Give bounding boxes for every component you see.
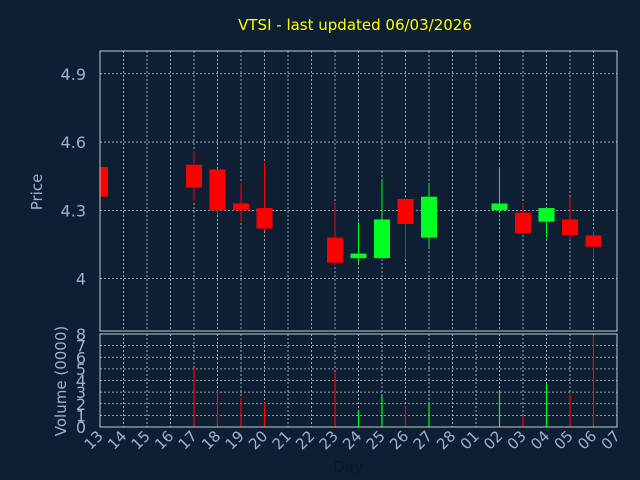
x-tick-label: 25	[363, 427, 389, 453]
volume-y-axis-label: Volume (0000)	[52, 326, 70, 436]
candle-body	[186, 164, 202, 188]
candle-body	[374, 219, 390, 259]
x-tick-label: 20	[245, 427, 271, 453]
volume-plot-frame	[99, 333, 618, 428]
candle	[585, 230, 602, 259]
candle-body	[491, 203, 508, 211]
price-y-tick-label: 4.9	[61, 65, 86, 84]
volume-y-tick-label: 2	[76, 395, 86, 414]
x-tick-label: 16	[151, 427, 177, 453]
price-y-tick-label: 4	[76, 270, 86, 289]
x-tick-label: 03	[504, 427, 530, 453]
x-tick-label: 24	[339, 427, 365, 453]
candle	[397, 198, 414, 259]
volume-y-tick-label: 4	[76, 372, 86, 391]
x-tick-label: 17	[175, 427, 201, 453]
candle-body	[209, 169, 226, 211]
volume-y-tick-label: 3	[76, 383, 86, 402]
candle-body	[100, 167, 108, 197]
x-tick-label: 27	[410, 427, 436, 453]
volume-y-tick-label: 0	[76, 418, 86, 437]
x-tick-label: 02	[480, 427, 506, 453]
x-tick-label: 01	[457, 427, 483, 453]
candle	[374, 178, 390, 259]
volume-y-tick-label: 8	[76, 325, 86, 344]
candle-body	[397, 198, 414, 225]
candle-body	[256, 208, 273, 229]
x-tick-label: 04	[527, 427, 553, 453]
x-tick-label: 07	[598, 427, 624, 453]
candle	[209, 169, 226, 215]
volume-y-tick-label: 5	[76, 360, 86, 379]
price-candles	[99, 151, 602, 265]
price-gridlines	[99, 51, 618, 331]
candle	[327, 203, 343, 265]
x-tick-label: 26	[386, 427, 412, 453]
candle-body	[585, 235, 602, 247]
candle-body	[233, 203, 249, 211]
volume-y-tick-label: 7	[76, 337, 86, 356]
price-panel: 4 4.3 4.6 4.9 Price	[28, 50, 618, 332]
candle-body	[515, 212, 531, 234]
price-y-tick-label: 4.3	[61, 201, 86, 220]
x-tick-label: 22	[292, 427, 318, 453]
candle	[491, 167, 508, 213]
price-plot-frame	[99, 50, 618, 332]
x-tick-label: 14	[104, 427, 130, 453]
volume-y-tick-label: 1	[76, 406, 86, 425]
candle	[515, 203, 531, 234]
x-tick-label: 15	[128, 427, 154, 453]
candle	[256, 162, 273, 231]
candle	[421, 185, 437, 247]
candle	[99, 167, 108, 197]
price-y-ticks: 4 4.3 4.6 4.9	[61, 65, 86, 289]
x-axis-label: Day	[333, 458, 363, 476]
x-tick-label: 21	[269, 427, 295, 453]
x-tick-label: 05	[551, 427, 577, 453]
x-axis-ticks: 1314151617181920212223242526272801020304…	[81, 427, 624, 453]
candle-body	[421, 196, 437, 238]
volume-bars	[99, 335, 595, 427]
candle-body	[350, 253, 367, 259]
candle-body	[562, 219, 578, 236]
x-tick-label: 23	[316, 427, 342, 453]
x-tick-label: 28	[433, 427, 459, 453]
candle	[233, 183, 249, 222]
chart-title: VTSI - last updated 06/03/2026	[238, 16, 472, 34]
candle-body	[327, 237, 343, 263]
price-y-tick-label: 4.6	[61, 133, 86, 152]
candle	[186, 151, 202, 202]
volume-y-tick-label: 6	[76, 348, 86, 367]
price-y-axis-label: Price	[28, 174, 46, 211]
candle	[538, 208, 555, 238]
x-tick-label: 18	[198, 427, 224, 453]
candle	[562, 196, 578, 240]
candle-body	[538, 208, 555, 222]
x-tick-label: 19	[222, 427, 248, 453]
candle	[350, 221, 367, 263]
x-tick-label: 06	[574, 427, 600, 453]
